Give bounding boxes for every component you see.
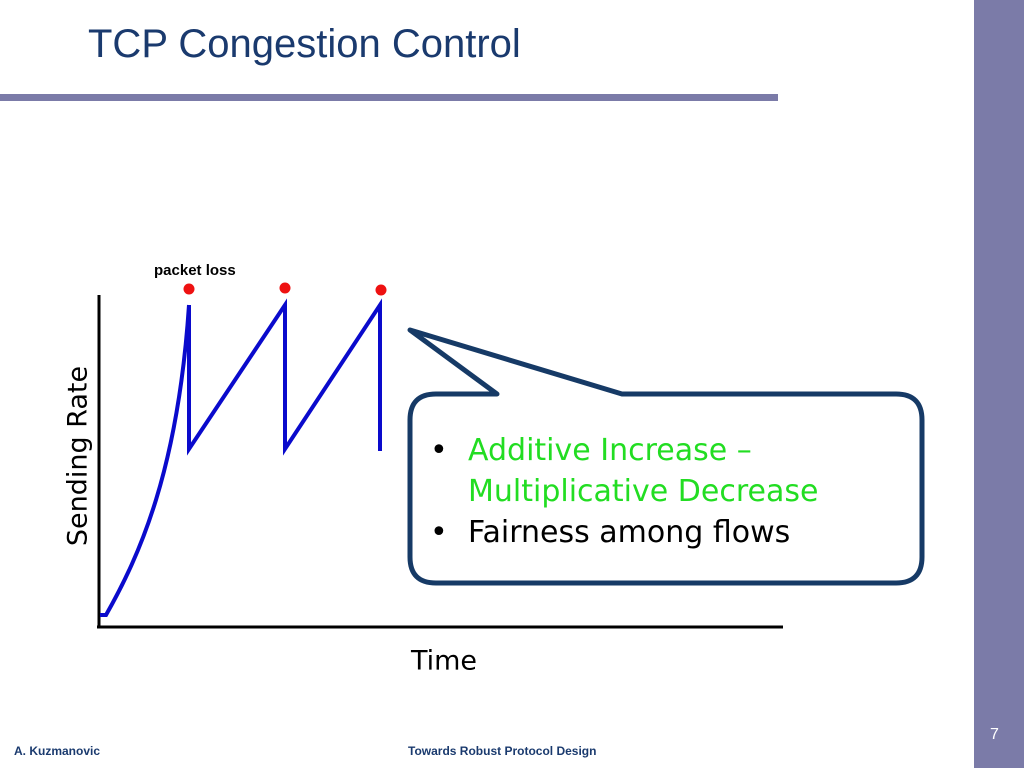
footer-talk-title: Towards Robust Protocol Design — [408, 744, 597, 758]
y-axis-label: Sending Rate — [62, 365, 94, 547]
bullet-text-fairness: Fairness among flows — [468, 515, 791, 550]
right-accent-band — [974, 0, 1024, 768]
packet-loss-marker — [279, 282, 291, 294]
bullet-item: • Fairness among flows — [430, 512, 910, 553]
x-axis-label: Time — [410, 645, 478, 677]
bullet-dot: • — [430, 515, 448, 550]
title-underline — [0, 94, 778, 101]
callout-bubble — [407, 327, 925, 586]
callout-text: • Additive Increase – Multiplicative Dec… — [430, 430, 910, 553]
packet-loss-marker — [375, 284, 387, 296]
packet-loss-marker — [183, 283, 195, 295]
packet-loss-label: packet loss — [154, 262, 236, 279]
slide-title: TCP Congestion Control — [88, 22, 521, 66]
bullet-text-aimd: Additive Increase – Multiplicative Decre… — [468, 433, 819, 509]
footer-author: A. Kuzmanovic — [14, 744, 101, 758]
page-number: 7 — [990, 726, 999, 743]
bullet-dot: • — [430, 433, 448, 468]
slow-start-curve — [100, 304, 191, 617]
aimd-sawtooth — [187, 298, 382, 456]
bullet-item: • Additive Increase – Multiplicative Dec… — [430, 430, 910, 512]
